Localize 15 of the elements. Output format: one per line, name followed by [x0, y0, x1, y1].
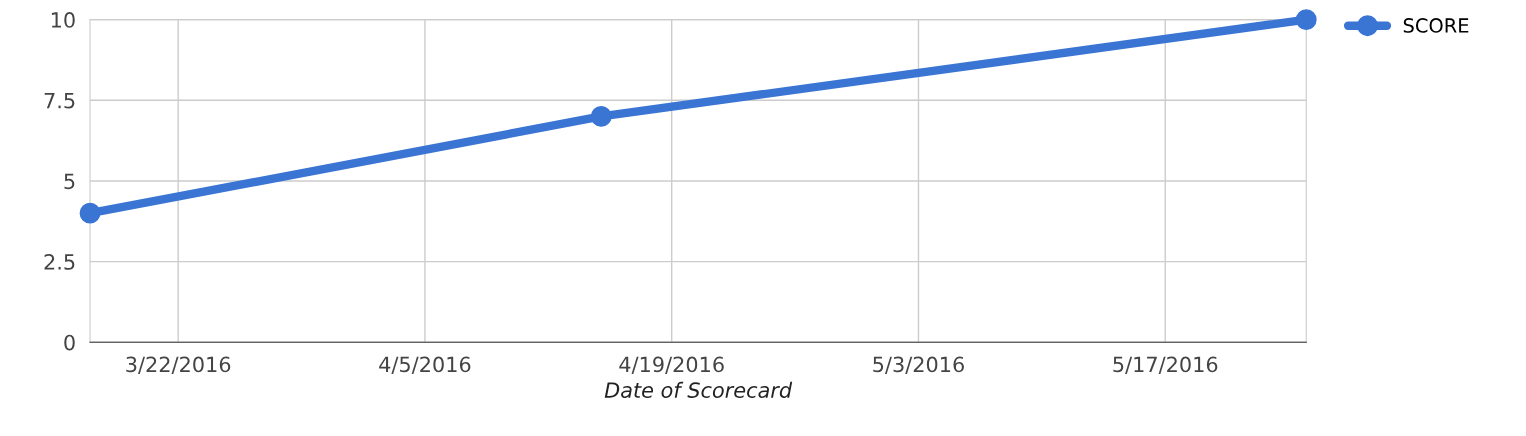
legend-label: SCORE	[1403, 18, 1469, 33]
y-tick-label: 2.5	[44, 254, 75, 270]
y-tick-label: 10	[51, 12, 75, 28]
x-tick-label: 4/19/2016	[619, 356, 724, 374]
y-tick-label: 0	[64, 334, 75, 351]
x-tick-label: 4/5/2016	[379, 356, 471, 374]
point	[1295, 9, 1317, 31]
y-tick-label: 5	[64, 173, 75, 190]
x-tick-label: 5/17/2016	[1113, 356, 1218, 374]
y-tick-label: 7.5	[44, 93, 75, 109]
x-axis-title: Date of Scorecard	[604, 381, 793, 398]
x-tick-label: 3/22/2016	[126, 356, 231, 374]
point	[79, 202, 101, 224]
x-tick-label: 5/3/2016	[873, 356, 964, 374]
point	[590, 105, 612, 127]
